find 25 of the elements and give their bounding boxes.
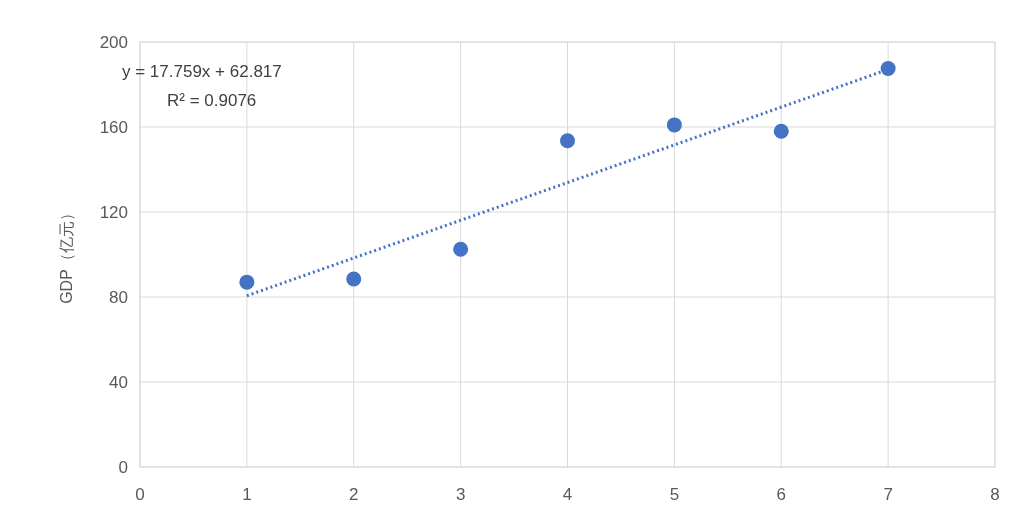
x-tick-label: 3 — [455, 485, 466, 504]
x-tick-label: 7 — [883, 485, 893, 504]
y-tick-label: 120 — [99, 203, 128, 222]
x-tick-label: 6 — [776, 485, 786, 504]
y-tick-label: 80 — [109, 288, 128, 307]
point — [239, 274, 255, 290]
x-tick-label: 5 — [669, 485, 680, 504]
x-tick-label: 0 — [135, 485, 145, 504]
y-tick-label: 160 — [99, 118, 128, 137]
y-tick-label: 0 — [118, 458, 128, 477]
annotation: R² = 0.9076 — [167, 91, 257, 110]
x-tick-label: 8 — [990, 485, 1000, 504]
point — [773, 123, 789, 139]
x-tick-label: 1 — [242, 485, 252, 504]
point — [453, 241, 469, 257]
x-tick-label: 4 — [562, 485, 573, 504]
point — [666, 117, 682, 133]
y-tick-label: 200 — [99, 33, 128, 52]
point — [880, 61, 896, 77]
point — [560, 133, 575, 149]
y-tick-label: 40 — [109, 373, 128, 392]
point — [346, 271, 362, 287]
annotation: y = 17.759x + 62.817 — [122, 62, 282, 81]
y-axis-title: GDP（亿元） — [58, 205, 75, 304]
x-tick-label: 2 — [349, 485, 359, 504]
